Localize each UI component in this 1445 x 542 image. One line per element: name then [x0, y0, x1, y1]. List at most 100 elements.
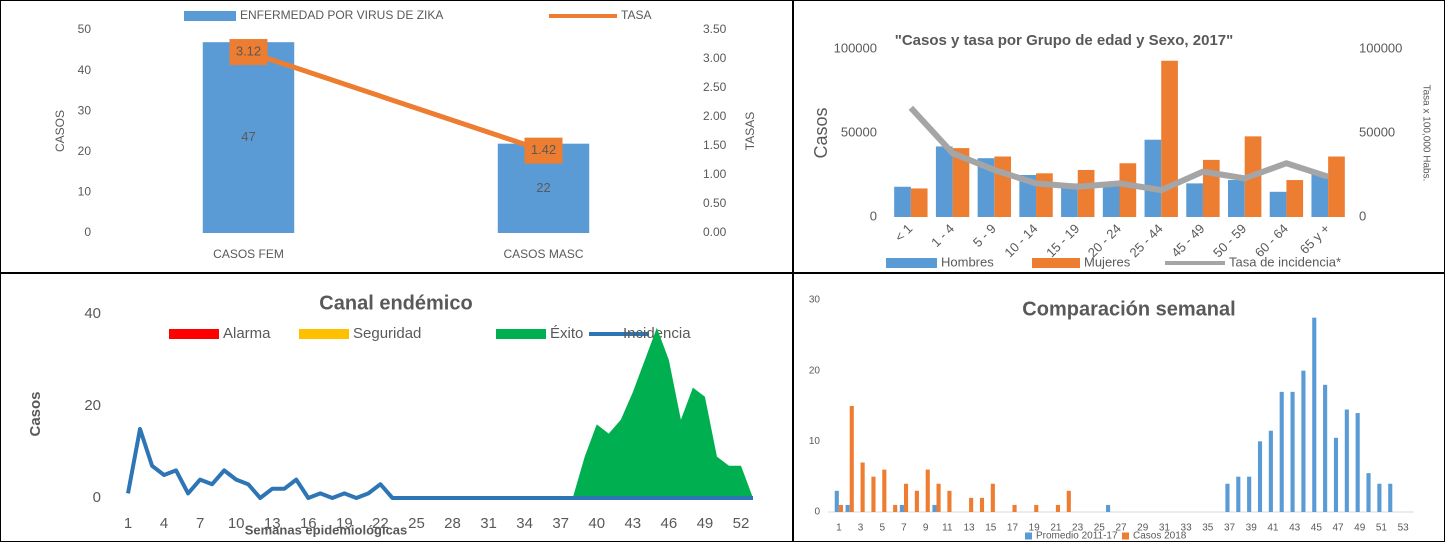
x-tick-label: 37 — [1224, 523, 1236, 534]
legend-swatch — [299, 329, 349, 339]
area-series — [128, 327, 753, 498]
x-tick-label: 1 - 4 — [928, 221, 957, 250]
bar — [882, 469, 887, 512]
x-tick-label: 37 — [552, 515, 569, 532]
legend-label: Mujeres — [1084, 254, 1131, 269]
bar — [1290, 391, 1295, 512]
x-tick-label: 10 - 14 — [1001, 221, 1040, 260]
y-tick-label: 20 — [78, 144, 92, 158]
bar — [1012, 504, 1017, 512]
y-tick-label: 20 — [809, 365, 821, 376]
x-tick-label: 31 — [480, 515, 497, 532]
y-tick-label: 20 — [84, 397, 101, 414]
bar — [1323, 384, 1328, 512]
bar — [1019, 175, 1037, 217]
bar — [994, 156, 1012, 217]
x-tick-label: 52 — [733, 515, 750, 532]
x-tick-label: 4 — [160, 515, 168, 532]
bar — [1355, 413, 1360, 512]
y-tick-label: 40 — [78, 63, 92, 77]
y-axis-title: Casos — [27, 391, 44, 436]
line-series — [126, 427, 753, 500]
bar — [894, 186, 911, 217]
y2-tick-label: 50000 — [1359, 124, 1395, 139]
data-label-box — [229, 39, 268, 66]
bar — [1066, 490, 1071, 512]
legend-label: Seguridad — [353, 325, 421, 342]
x-tick-label: 25 — [408, 515, 425, 532]
x-tick-label: 34 — [516, 515, 533, 532]
x-tick-label: 29 — [1137, 523, 1149, 534]
x-tick-label: 19 — [1029, 523, 1041, 534]
x-tick-label: 13 — [964, 523, 976, 534]
bar — [1286, 180, 1304, 217]
legend-label: Alarma — [223, 325, 271, 342]
bar — [932, 504, 937, 512]
legend-label: Hombres — [941, 254, 994, 269]
chart-panel: Comparación semanal 0 10 20 30 Promedio 2011-… — [809, 295, 1414, 541]
chart-title: Comparación semanal — [1022, 298, 1235, 320]
x-tick-label: 15 - 19 — [1043, 221, 1082, 260]
data-label: 22 — [536, 180, 550, 195]
bar — [925, 469, 930, 512]
x-tick-label: 49 — [1354, 523, 1366, 534]
y2-axis-title: TASAS — [743, 112, 757, 150]
x-tick-label: 7 — [901, 523, 907, 534]
legend-swatch — [886, 258, 937, 268]
x-tick-label: 45 — [1311, 523, 1323, 534]
x-tick-label: 28 — [444, 515, 461, 532]
chart-panel: "Casos y tasa por Grupo de edad y Sexo, … — [811, 32, 1432, 269]
x-tick-label: 16 — [300, 515, 317, 532]
x-tick-label: 65 y + — [1297, 221, 1333, 257]
y-tick-label: 50000 — [841, 124, 877, 139]
x-tick-label: 11 — [942, 523, 953, 534]
y2-tick-label: 2.00 — [703, 109, 727, 123]
x-tick-label: 13 — [264, 515, 281, 532]
bar — [1344, 409, 1349, 512]
bar — [845, 504, 850, 512]
bar — [1257, 441, 1263, 512]
bar — [1202, 159, 1220, 217]
bar — [1106, 504, 1111, 512]
bar — [1102, 183, 1120, 217]
bar — [979, 497, 985, 512]
bar — [1186, 183, 1203, 217]
bar — [1055, 504, 1061, 512]
bar — [969, 497, 974, 512]
bar — [952, 148, 970, 217]
bar — [1269, 191, 1287, 217]
x-tick-label: 33 — [1181, 523, 1193, 534]
bar — [1328, 156, 1345, 217]
x-tick-label: 43 — [624, 515, 641, 532]
bar — [1144, 139, 1162, 217]
x-tick-label: 25 — [1094, 523, 1106, 534]
bar — [860, 462, 865, 512]
y2-tick-label: 0.50 — [703, 196, 727, 210]
bar — [893, 504, 898, 512]
bar — [914, 490, 919, 512]
line-series — [908, 105, 1330, 194]
legend-swatch — [496, 329, 546, 339]
bar — [1333, 437, 1339, 512]
y-axis-title: CASOS — [53, 110, 67, 152]
y2-tick-label: 1.50 — [703, 138, 727, 152]
x-tick-label: 40 — [588, 515, 605, 532]
bar — [1301, 370, 1306, 512]
legend-swatch — [1032, 258, 1080, 268]
legend-label: Casos 2018 — [1133, 531, 1187, 541]
chart-title: "Casos y tasa por Grupo de edad y Sexo, … — [895, 32, 1234, 49]
x-tick-label: 21 — [1050, 523, 1062, 534]
bar — [1119, 163, 1137, 217]
bar — [1311, 173, 1329, 217]
x-tick-label: 17 — [1007, 523, 1019, 534]
x-tick-label: 35 — [1202, 523, 1214, 534]
bar — [1279, 391, 1284, 512]
bar — [936, 483, 941, 512]
data-label: 1.42 — [531, 142, 556, 157]
x-tick-label: CASOS FEM — [213, 247, 284, 261]
bar — [871, 476, 876, 512]
bar — [1366, 473, 1371, 512]
bar — [1227, 180, 1245, 217]
x-tick-label: 15 — [985, 523, 997, 534]
